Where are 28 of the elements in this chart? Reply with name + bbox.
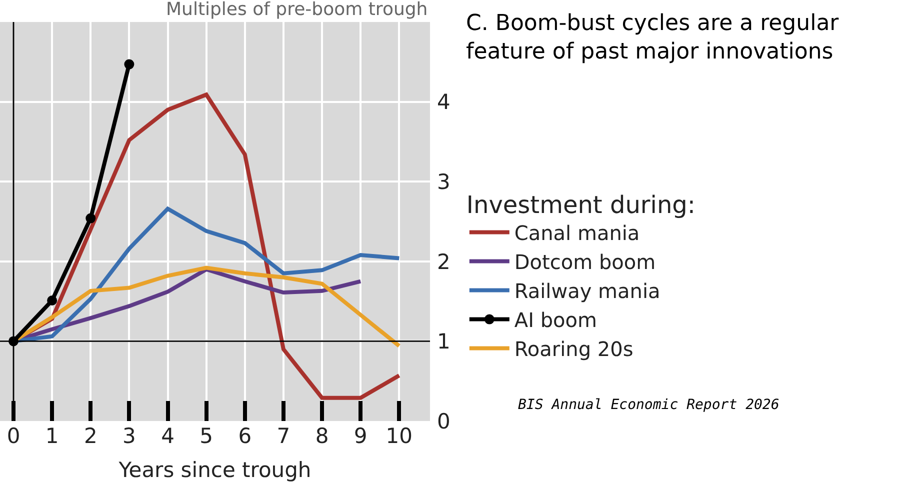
x-tick-label: 0 <box>6 424 20 448</box>
x-tick-label: 5 <box>200 424 214 448</box>
y-tick-label: 2 <box>437 250 450 274</box>
y-axis-title: Multiples of pre-boom trough <box>166 0 428 20</box>
text: C. Boom-bust cycles are a regular feature of past major innovations <box>466 11 840 65</box>
legend-label: Railway mania <box>514 279 660 304</box>
legend-title: Investment during: <box>466 190 696 219</box>
legend-label: Roaring 20s <box>514 337 634 362</box>
legend-label: AI boom <box>514 308 597 332</box>
point <box>124 59 134 70</box>
y-tick-label: 1 <box>437 330 450 354</box>
point <box>47 296 58 306</box>
x-tick-label: 3 <box>122 424 136 448</box>
point <box>86 213 96 224</box>
x-tick-label: 10 <box>386 424 413 448</box>
x-tick-label: 4 <box>161 424 174 448</box>
legend-label: Canal mania <box>514 221 640 246</box>
text: BIS Annual Economic Report 2026 <box>518 397 780 413</box>
x-tick-label: 2 <box>84 424 98 448</box>
y-tick-label: 3 <box>437 170 450 194</box>
x-axis-title: Years since trough <box>118 458 312 482</box>
x-tick-label: 6 <box>238 424 252 448</box>
legend-label: Dotcom boom <box>514 250 656 274</box>
y-tick-label: 4 <box>437 90 450 114</box>
x-tick-label: 9 <box>354 424 368 448</box>
x-tick-label: 7 <box>276 424 290 448</box>
x-tick-label: 8 <box>315 424 329 448</box>
x-tick-label: 1 <box>45 424 59 448</box>
